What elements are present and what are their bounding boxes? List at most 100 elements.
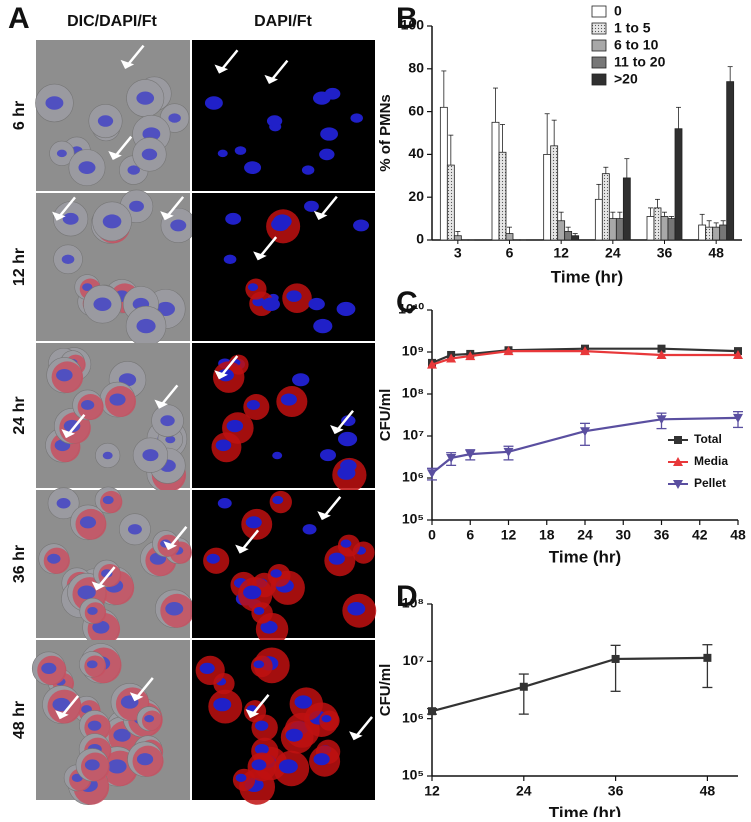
row-label: 12 hr <box>11 248 28 286</box>
arrow-head <box>214 64 229 74</box>
bar <box>660 216 669 241</box>
legend-swatch <box>591 39 607 52</box>
nucleus <box>234 146 247 155</box>
x-axis-label: Time (hr) <box>551 267 623 286</box>
arrow-head <box>120 59 135 69</box>
legend-label: Pellet <box>694 476 726 490</box>
marker <box>703 653 712 662</box>
nucleus <box>168 113 181 123</box>
x-tick-label: 48 <box>730 527 746 543</box>
nucleus <box>319 449 336 462</box>
nucleus <box>247 283 259 291</box>
nucleus <box>244 161 262 175</box>
arrow-head <box>264 74 279 84</box>
y-tick-label: 80 <box>408 60 424 76</box>
nucleus <box>87 720 102 731</box>
x-tick-label: 36 <box>657 245 673 261</box>
legend-label: >20 <box>614 71 638 87</box>
legend-swatch <box>591 56 607 69</box>
nucleus <box>319 148 335 161</box>
nucleus <box>301 165 315 175</box>
legend-label: 1 to 5 <box>614 20 651 36</box>
marker <box>673 457 683 466</box>
bar <box>446 164 455 241</box>
y-tick-label: 10⁶ <box>402 469 424 485</box>
nucleus <box>45 96 64 110</box>
nucleus <box>136 753 154 766</box>
bar <box>571 235 580 241</box>
nucleus <box>253 660 265 669</box>
marker <box>611 654 620 663</box>
x-tick-label: 24 <box>516 783 532 799</box>
legend-label: 6 to 10 <box>614 37 659 53</box>
marker <box>446 353 457 363</box>
x-tick-label: 6 <box>466 527 474 543</box>
x-tick-label: 24 <box>605 245 621 261</box>
nucleus <box>129 200 144 212</box>
nucleus <box>170 219 187 232</box>
nucleus <box>82 283 93 291</box>
nucleus <box>273 214 292 229</box>
y-tick-label: 60 <box>408 102 424 118</box>
arrow-head <box>129 692 144 702</box>
y-tick-label: 10⁶ <box>402 709 424 725</box>
y-axis-label: % of PMNs <box>377 94 394 172</box>
nucleus <box>52 697 71 712</box>
y-tick-label: 20 <box>408 188 424 204</box>
y-tick-label: 10⁸ <box>402 595 424 611</box>
nucleus <box>294 695 313 709</box>
nucleus <box>113 728 131 742</box>
arrow-head <box>214 370 228 380</box>
marker <box>733 349 743 359</box>
marker <box>465 450 476 460</box>
nucleus <box>286 290 302 302</box>
arrow-head <box>154 399 168 409</box>
x-tick-label: 42 <box>692 527 708 543</box>
x-tick-label: 18 <box>539 527 555 543</box>
nucleus <box>78 161 96 175</box>
nucleus <box>223 254 237 265</box>
x-tick-label: 6 <box>506 245 514 261</box>
nucleus <box>251 759 267 771</box>
marker <box>656 349 667 359</box>
y-axis-label: CFU/ml <box>377 664 394 717</box>
nucleus <box>62 212 79 225</box>
arrow-head <box>245 709 260 719</box>
nucleus <box>56 368 73 382</box>
bar <box>439 106 448 241</box>
bar <box>712 226 721 241</box>
nucleus <box>304 200 319 212</box>
nucleus <box>142 449 159 462</box>
marker <box>428 707 436 716</box>
bar <box>653 207 662 241</box>
y-tick-label: 0 <box>416 231 424 247</box>
nucleus <box>217 149 228 158</box>
bar <box>594 198 603 241</box>
marker <box>446 453 457 463</box>
marker <box>657 344 666 353</box>
marker <box>519 682 528 691</box>
nucleus <box>92 620 110 634</box>
arrow-head <box>163 541 177 551</box>
marker <box>427 359 437 369</box>
nucleus <box>266 115 283 127</box>
bar <box>498 151 507 241</box>
nucleus <box>136 318 156 334</box>
legend-swatch <box>591 73 607 86</box>
x-axis-label: Time (hr) <box>549 547 621 566</box>
legend-swatch <box>591 5 607 18</box>
bar <box>698 224 707 241</box>
bar <box>543 153 552 241</box>
nucleus <box>261 297 280 311</box>
marker <box>503 346 514 356</box>
nucleus <box>328 552 345 565</box>
nucleus <box>93 297 112 311</box>
y-tick-label: 10⁹ <box>402 343 424 359</box>
nucleus <box>226 419 244 433</box>
nucleus <box>165 602 184 616</box>
nucleus <box>272 451 283 460</box>
bar <box>491 121 500 241</box>
nucleus <box>235 773 247 782</box>
bar <box>505 233 514 241</box>
nucleus <box>313 753 330 766</box>
